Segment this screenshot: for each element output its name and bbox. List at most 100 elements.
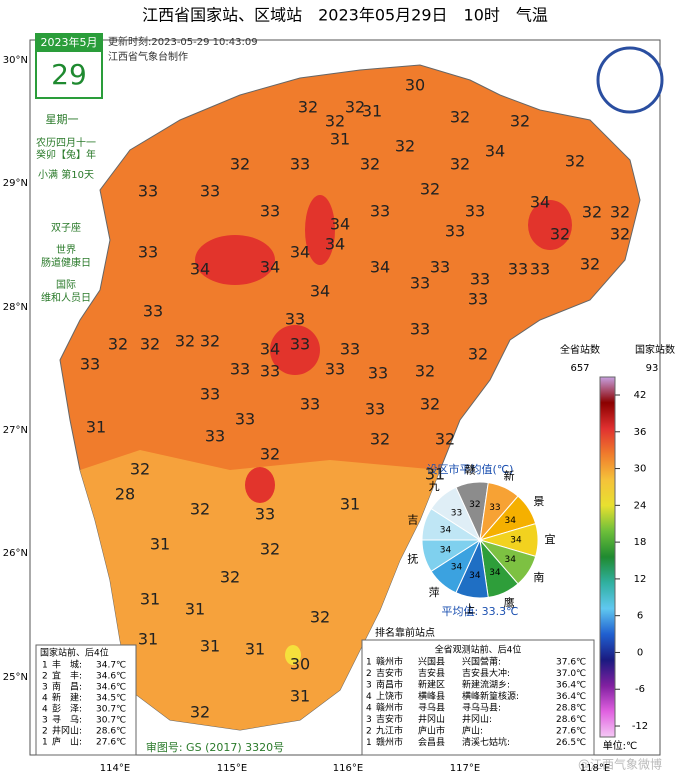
national-rank-cell: 1: [42, 738, 48, 748]
all-rank-box: [361, 639, 595, 756]
national-rank-cell: 28.6℃: [96, 727, 126, 737]
national-rank-cell: 4: [42, 694, 48, 704]
lat-label: 25°N: [3, 672, 28, 683]
national-rank-cell: 34.6℃: [96, 683, 126, 693]
all-rank-cell: 赣州市: [376, 736, 403, 748]
lon-label: 117°E: [450, 763, 480, 774]
national-rank-cell: 3: [42, 683, 48, 693]
station-value: 32: [190, 703, 210, 722]
station-value: 33: [230, 360, 250, 379]
lat-label: 27°N: [3, 425, 28, 436]
station-value: 32: [450, 155, 470, 174]
lon-label: 118°E: [580, 763, 610, 774]
station-value: 31: [245, 640, 265, 659]
station-value: 33: [370, 202, 390, 221]
all-rank-cell: 3: [366, 681, 372, 691]
station-value: 31: [340, 495, 360, 514]
pie-city: 宜: [545, 532, 556, 546]
all-rank-cell: 28.8℃: [556, 704, 586, 714]
all-rank-title: 全省观测站前、后4位: [435, 644, 522, 656]
all-rank-cell: 清溪七姑坑:: [462, 736, 510, 748]
station-value: 33: [410, 274, 430, 293]
national-rank-cell: 宜 丰:: [52, 670, 82, 682]
colorbar-label: 24: [634, 500, 647, 511]
station-value: 33: [465, 202, 485, 221]
weekday: 星期一: [46, 113, 79, 126]
lon-label: 115°E: [217, 763, 247, 774]
station-value: 33: [368, 364, 388, 383]
watermark: @江西气象微博: [578, 757, 662, 772]
pie-average: 平均值: 33.3℃: [441, 605, 518, 618]
all-rank-cell: 九江市: [376, 725, 403, 737]
station-value: 32: [415, 362, 435, 381]
cool-zone: [285, 645, 301, 665]
lat-label: 29°N: [3, 178, 28, 189]
colorbar-label: -12: [632, 721, 648, 732]
station-value: 34: [290, 243, 310, 262]
pie-city: 九: [429, 480, 440, 493]
pie-title: 设区市平均值(℃): [427, 462, 514, 476]
logo: [596, 46, 664, 114]
all-rank-cell: 寻乌马县:: [462, 702, 501, 714]
all-rank-cell: 兴国县: [418, 657, 445, 668]
calendar-month: 2023年5月: [41, 35, 98, 49]
station-value: 32: [108, 335, 128, 354]
pie-city: 鹰: [504, 596, 515, 610]
station-value: 33: [290, 155, 310, 174]
pie-value: 34: [510, 536, 522, 546]
ganzhi: 癸卯【兔】年: [36, 148, 96, 161]
pie-value: 34: [469, 571, 481, 581]
colorbar-label: 36: [634, 427, 647, 438]
cooler-zone: [80, 450, 440, 730]
all-rank-cell: 寻乌县: [418, 702, 445, 714]
station-value: 34: [190, 260, 210, 279]
station-value: 33: [138, 243, 158, 262]
station-value: 31: [290, 687, 310, 706]
lon-label: 116°E: [333, 763, 363, 774]
national-rank-cell: 4: [42, 705, 48, 715]
hot-zone: [245, 467, 275, 503]
all-rank-cell: 37.6℃: [556, 658, 586, 668]
all-rank-cell: 1: [366, 738, 372, 748]
all-rank-cell: 2: [366, 669, 372, 679]
station-value: 33: [290, 335, 310, 354]
station-value: 34: [530, 193, 550, 212]
pie-value: 32: [469, 500, 480, 510]
station-value: 32: [190, 500, 210, 519]
station-value: 32: [580, 255, 600, 274]
pie-slice: [430, 486, 482, 542]
national-rank-cell: 寻 乌:: [52, 714, 82, 726]
colorbar-label: 42: [634, 390, 647, 401]
national-count: 93: [646, 363, 659, 374]
station-value: 34: [260, 340, 280, 359]
pie-value: 34: [440, 525, 452, 535]
solar-term: 小满 第10天: [38, 168, 94, 181]
pie-value: 34: [505, 516, 517, 526]
station-value: 34: [260, 258, 280, 277]
colorbar-label: 0: [637, 647, 643, 658]
all-label: 全省站数: [560, 343, 600, 356]
station-value: 31: [200, 637, 220, 656]
all-rank-cell: 庐山市: [418, 725, 445, 737]
station-value: 32: [175, 332, 195, 351]
station-value: 32: [230, 155, 250, 174]
station-value: 32: [310, 608, 330, 627]
station-value: 30: [405, 76, 425, 95]
station-value: 31: [330, 130, 350, 149]
all-rank-cell: 新建流湖乡:: [462, 679, 510, 691]
pie-value: 34: [451, 563, 463, 573]
lon-label: 114°E: [100, 763, 130, 774]
station-value: 32: [395, 137, 415, 156]
station-value: 33: [410, 320, 430, 339]
all-rank-cell: 4: [366, 692, 372, 702]
station-value: 32: [468, 345, 488, 364]
national-rank-cell: 丰 城:: [52, 659, 82, 671]
all-rank-cell: 26.5℃: [556, 738, 586, 748]
station-value: 33: [325, 360, 345, 379]
all-rank-cell: 37.0℃: [556, 669, 586, 679]
station-value: 32: [420, 395, 440, 414]
all-rank-cell: 井冈山: [418, 713, 445, 725]
station-value: 32: [610, 225, 630, 244]
calendar-event: 国际: [56, 279, 76, 291]
